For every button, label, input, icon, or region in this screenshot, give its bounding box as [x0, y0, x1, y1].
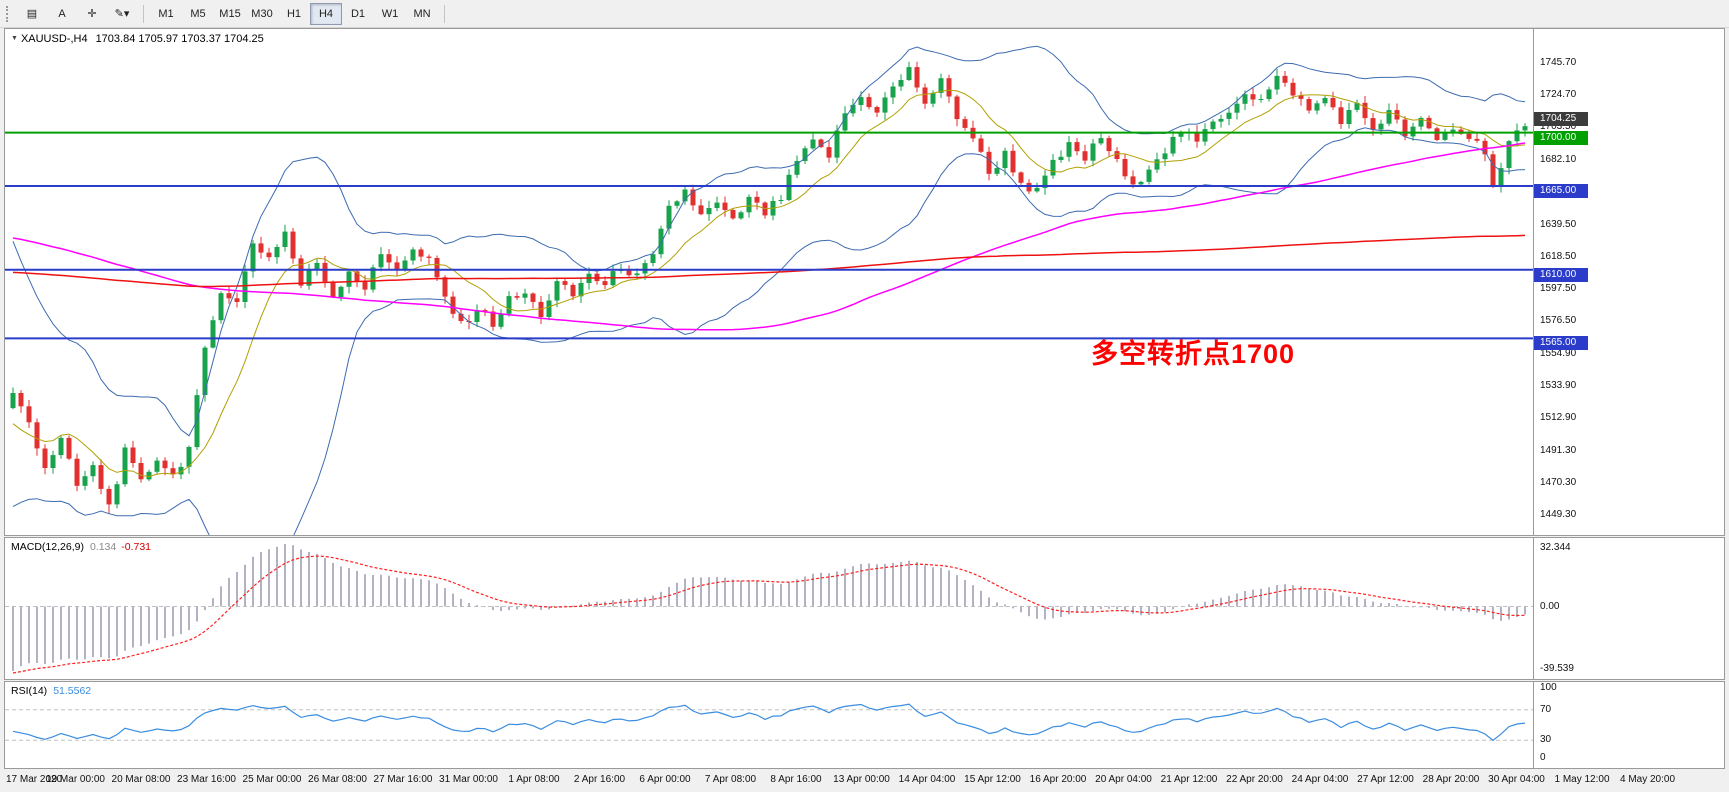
axis-tick: 1618.50	[1540, 251, 1577, 262]
time-label: 28 Apr 20:00	[1422, 774, 1480, 785]
time-label: 20 Mar 08:00	[111, 774, 171, 785]
timeframe-h4-button[interactable]: H4	[310, 2, 342, 25]
time-label: 31 Mar 00:00	[439, 774, 498, 785]
price-line-label: 1704.25	[1534, 112, 1588, 126]
macd-axis: 32.344 0.00 -39.539	[1533, 538, 1724, 679]
toolbar-separator	[444, 4, 445, 23]
time-label: 8 Apr 16:00	[770, 774, 822, 785]
chart-ohlc-values: 1703.84 1705.97 1703.37 1704.25	[95, 33, 264, 45]
axis-tick: 0.00	[1540, 601, 1560, 612]
time-label: 7 Apr 08:00	[704, 774, 757, 785]
time-label: 1 Apr 08:00	[508, 774, 560, 785]
time-label: 4 May 20:00	[1619, 774, 1676, 785]
timeframe-d1-button[interactable]: D1	[350, 7, 366, 20]
rsi-value: 51.5562	[53, 685, 92, 697]
rsi-chart	[5, 703, 1533, 742]
time-label: 22 Apr 20:00	[1226, 774, 1283, 785]
time-label: 24 Apr 04:00	[1291, 774, 1349, 785]
axis-tick: 0	[1540, 752, 1546, 763]
time-label: 19 Mar 00:00	[46, 774, 105, 785]
drawing-dropdown-button[interactable]: ✎▾	[114, 8, 130, 20]
toolbar-separator	[143, 4, 144, 23]
axis-tick: 100	[1540, 682, 1557, 693]
macd-signal-value: -0.731	[121, 541, 152, 553]
axis-tick: 1724.70	[1540, 89, 1577, 100]
price-line-label: 1565.00	[1534, 336, 1588, 350]
rsi-title: RSI(14) 51.5562	[11, 685, 91, 697]
chart-mode-button[interactable]: ▤	[26, 8, 38, 20]
timeframe-m1-button[interactable]: M1	[158, 7, 174, 20]
time-axis[interactable]: 17 Mar 2020 19 Mar 00:00 20 Mar 08:00 23 Ma…	[4, 769, 1725, 792]
time-label: 17 Mar 2020	[6, 774, 63, 785]
crosshair-button[interactable]: ✛	[87, 8, 97, 20]
price-line-label: 1610.00	[1534, 268, 1588, 282]
time-label: 2 Apr 16:00	[573, 774, 626, 785]
time-label: 30 Apr 04:00	[1488, 774, 1545, 785]
axis-tick: 1576.50	[1540, 315, 1577, 326]
axis-tick: 1597.50	[1540, 283, 1577, 294]
price-line-label: 1665.00	[1534, 184, 1588, 198]
rsi-axis: 100 70 30 0	[1533, 682, 1724, 768]
axis-tick: -39.539	[1540, 663, 1574, 674]
axis-tick: 1512.90	[1540, 412, 1577, 423]
macd-label: MACD(12,26,9)	[11, 541, 84, 553]
axis-tick: 1554.90	[1540, 348, 1577, 359]
time-label: 13 Apr 00:00	[833, 774, 890, 785]
time-label: 23 Mar 16:00	[177, 774, 236, 785]
timeframe-mn-button[interactable]: MN	[413, 7, 431, 20]
symbol-dropdown-marker[interactable]: ▼	[11, 35, 18, 42]
timeframe-h1-button[interactable]: H1	[286, 7, 302, 20]
macd-panel[interactable]: MACD(12,26,9) 0.134 -0.731 32.344 0.00 -39.5…	[4, 537, 1725, 680]
timeframe-m30-button[interactable]: M30	[251, 7, 273, 20]
axis-tick: 1745.70	[1540, 57, 1577, 68]
axis-tick: 70	[1540, 704, 1552, 715]
price-axis[interactable]: 1745.701724.701703.501682.101661.101639.…	[1533, 29, 1724, 535]
axis-tick: 1703.50	[1540, 121, 1577, 132]
rsi-panel[interactable]: RSI(14) 51.5562 100 70 30 0	[4, 681, 1725, 769]
toolbar-grip[interactable]	[6, 5, 11, 22]
timeframe-w1-button[interactable]: W1	[381, 7, 399, 20]
macd-chart	[5, 544, 1533, 674]
chart-annotation: 多空转折点1700	[1091, 339, 1296, 369]
axis-tick: 1682.10	[1540, 154, 1577, 165]
time-label: 21 Apr 12:00	[1160, 774, 1218, 785]
time-label: 25 Mar 00:00	[242, 774, 302, 785]
time-label: 15 Apr 12:00	[964, 774, 1021, 785]
time-label: 27 Apr 12:00	[1357, 774, 1414, 785]
time-label: 20 Apr 04:00	[1095, 774, 1152, 785]
axis-tick: 1470.30	[1540, 477, 1577, 488]
axis-tick: 1449.30	[1540, 509, 1577, 520]
axis-tick: 30	[1540, 734, 1552, 745]
rsi-label: RSI(14)	[11, 685, 48, 697]
price-line-label: 1700.00	[1534, 131, 1588, 145]
toolbar-tools-group: ▤ A ✛ ✎▾	[17, 3, 137, 25]
time-label: 26 Mar 08:00	[308, 774, 367, 785]
axis-tick: 1533.90	[1540, 380, 1577, 391]
macd-main-value: 0.134	[89, 541, 117, 553]
axis-tick: 32.344	[1540, 542, 1571, 553]
chart-symbol-period: XAUUSD-,H4	[20, 33, 88, 45]
time-label: 14 Apr 04:00	[898, 774, 956, 785]
price-chart-panel[interactable]: ▼ XAUUSD-,H4 1703.84 1705.97 1703.37 1704.…	[4, 28, 1725, 536]
macd-title: MACD(12,26,9) 0.134 -0.731	[11, 541, 151, 553]
candlestick-chart	[5, 45, 1533, 535]
timeframe-toolbar: M1 M5 M15 M30 H1 H4 D1 W1 MN	[150, 2, 438, 25]
timeframe-m15-button[interactable]: M15	[219, 7, 241, 20]
time-label: 1 May 12:00	[1554, 774, 1610, 785]
time-label: 27 Mar 16:00	[373, 774, 433, 785]
time-label: 16 Apr 20:00	[1029, 774, 1087, 785]
chart-title: ▼ XAUUSD-,H4 1703.84 1705.97 1703.37 1704.…	[11, 33, 264, 45]
axis-tick: 1639.50	[1540, 219, 1577, 230]
toolbar: ▤ A ✛ ✎▾ M1 M5 M15 M30 H1 H4 D1 W1 MN	[0, 0, 1729, 28]
axis-tick: 1491.30	[1540, 445, 1577, 456]
time-label: 6 Apr 00:00	[639, 774, 691, 785]
timeframe-m5-button[interactable]: M5	[190, 7, 206, 20]
text-annotation-button[interactable]: A	[58, 7, 66, 20]
